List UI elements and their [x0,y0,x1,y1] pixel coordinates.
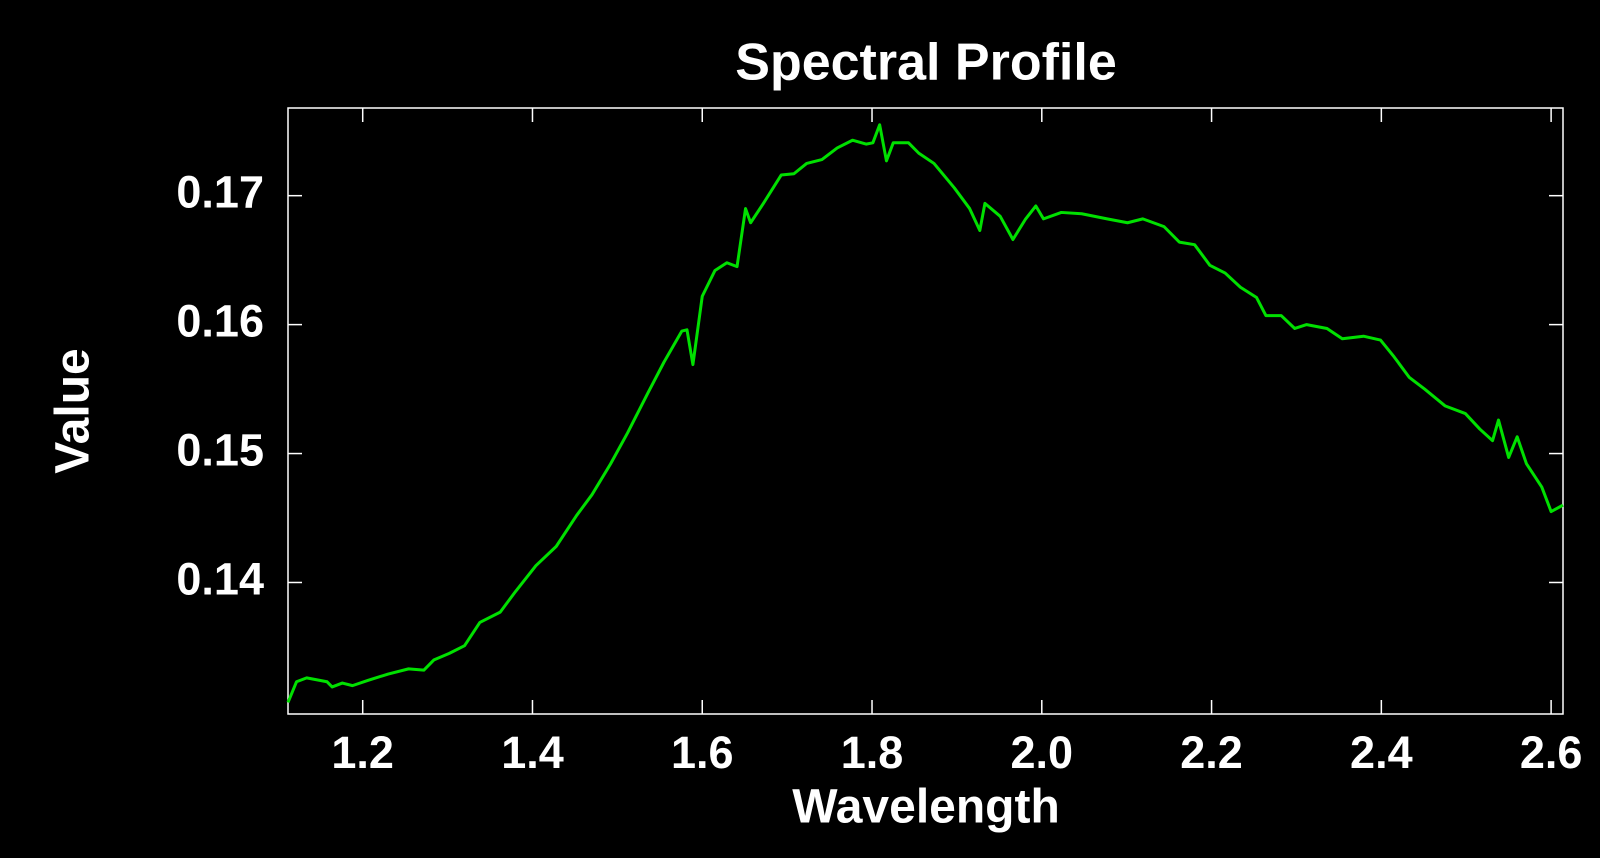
y-tick-label: 0.15 [176,424,264,475]
x-tick-label: 2.2 [1180,727,1243,778]
x-tick-label: 1.4 [501,727,564,778]
x-axis-label: Wavelength [792,781,1060,834]
y-tick-label: 0.16 [176,296,264,347]
x-tick-label: 2.4 [1350,727,1413,778]
x-tick-label: 2.0 [1011,727,1074,778]
x-tick-label: 1.8 [841,727,904,778]
spectrum-line [286,123,1564,703]
x-tick-label: 1.6 [671,727,734,778]
chart-title: Spectral Profile [735,34,1116,92]
y-axis-label: Value [47,348,100,473]
x-tick-label: 2.6 [1520,727,1583,778]
y-tick-label: 0.17 [176,167,264,218]
plot-frame [287,107,1564,715]
x-tick-label: 1.2 [331,727,394,778]
y-tick-label: 0.14 [176,553,264,604]
